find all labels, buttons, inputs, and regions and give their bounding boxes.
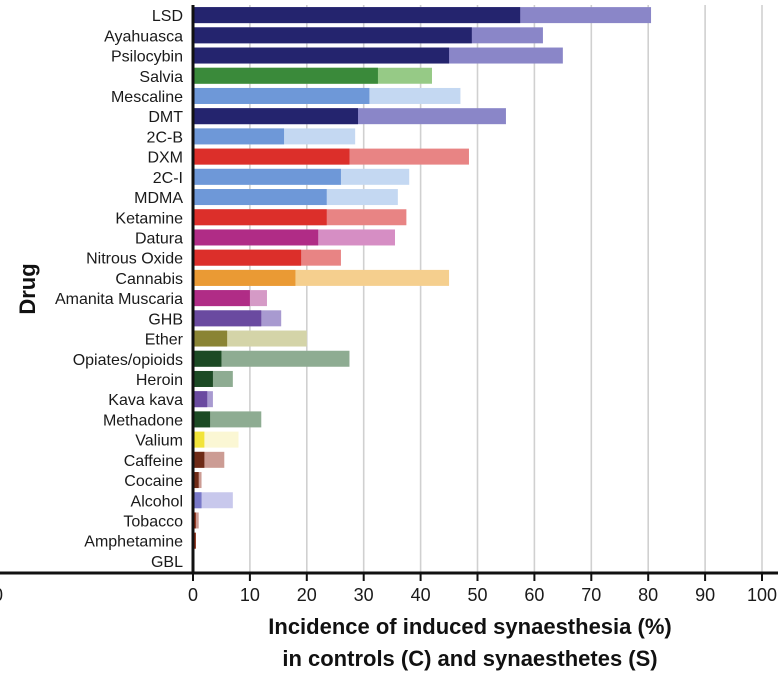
category-label: Kava kava [108, 392, 183, 409]
bar-controls [193, 108, 359, 125]
category-label: Alcohol [131, 493, 183, 510]
category-label: Methadone [103, 412, 183, 429]
bar-controls [193, 431, 205, 448]
bar-controls [193, 330, 228, 347]
category-label: Amphetamine [84, 534, 183, 551]
category-label: Mescaline [111, 89, 183, 106]
category-label: Nitrous Oxide [86, 251, 183, 268]
bar-controls [193, 7, 521, 24]
category-label: LSD [152, 8, 183, 25]
bar-controls [193, 27, 472, 44]
category-label: 2C-B [147, 129, 183, 146]
bar-controls [193, 492, 202, 509]
bar-controls [193, 67, 378, 84]
bar-controls [193, 350, 222, 367]
category-label: MDMA [134, 190, 183, 207]
x-tick-label: 0 [188, 585, 198, 605]
bar-controls [193, 148, 350, 165]
category-label: Ayahuasca [104, 28, 183, 45]
bar-controls [193, 472, 199, 489]
category-label: DXM [147, 150, 183, 167]
x-tick-label: 20 [297, 585, 317, 605]
x-tick-labels: 100 0 10 20 30 40 50 60 70 80 90 100 [0, 585, 777, 605]
bar-controls [193, 290, 250, 307]
bar-synaesthetes [193, 350, 350, 367]
bar-controls [193, 391, 208, 408]
bar-controls [193, 189, 327, 206]
x-tick-label: 60 [524, 585, 544, 605]
category-label: GHB [148, 311, 183, 328]
category-label: Valium [135, 433, 183, 450]
bar-controls [193, 310, 262, 327]
bar-controls [193, 451, 205, 468]
x-tick-label: 80 [638, 585, 658, 605]
bar-controls [193, 87, 370, 104]
x-tick-label: 70 [581, 585, 601, 605]
x-tick-label: 10 [240, 585, 260, 605]
category-label: Psilocybin [111, 49, 183, 66]
category-label: Ether [145, 332, 184, 349]
category-label: GBL [151, 554, 183, 571]
category-label: Heroin [136, 372, 183, 389]
bar-controls [193, 370, 213, 387]
x-axis-title-line1: Incidence of induced synaesthesia (%) [268, 614, 671, 639]
category-label: Opiates/opioids [73, 352, 183, 369]
category-label: DMT [148, 109, 183, 126]
x-tick-label: 50 [467, 585, 487, 605]
bar-synaesthetes [193, 492, 233, 509]
category-label: Cocaine [124, 473, 183, 490]
y-axis-title: Drug [15, 263, 40, 314]
x-tick-label: 30 [354, 585, 374, 605]
x-axis-title-line2: in controls (C) and synaesthetes (S) [282, 646, 657, 671]
category-label: Amanita Muscaria [55, 291, 183, 308]
category-label: Cannabis [115, 271, 183, 288]
category-label: 2C-I [153, 170, 183, 187]
category-label: Salvia [139, 69, 183, 86]
x-tick-label: 40 [411, 585, 431, 605]
y-tick-labels: LSD Ayahuasca Psilocybin Salvia Mescaline DMT… [55, 8, 184, 571]
bar-controls [193, 209, 327, 226]
bar-controls [193, 411, 211, 428]
bar-controls [193, 249, 302, 266]
bar-controls [193, 168, 341, 185]
bar-controls [193, 47, 450, 64]
bar-controls [193, 269, 296, 286]
bar-controls [193, 128, 285, 145]
category-label: Tobacco [123, 513, 183, 530]
x-tick-marks [192, 573, 763, 581]
category-label: Ketamine [115, 210, 183, 227]
x-tick-label: 100 [747, 585, 777, 605]
x-tick-label: 100 [0, 585, 3, 605]
bar-controls [193, 229, 319, 246]
category-label: Caffeine [124, 453, 183, 470]
category-label: Datura [135, 230, 183, 247]
bars [193, 7, 652, 569]
x-tick-label: 90 [695, 585, 715, 605]
